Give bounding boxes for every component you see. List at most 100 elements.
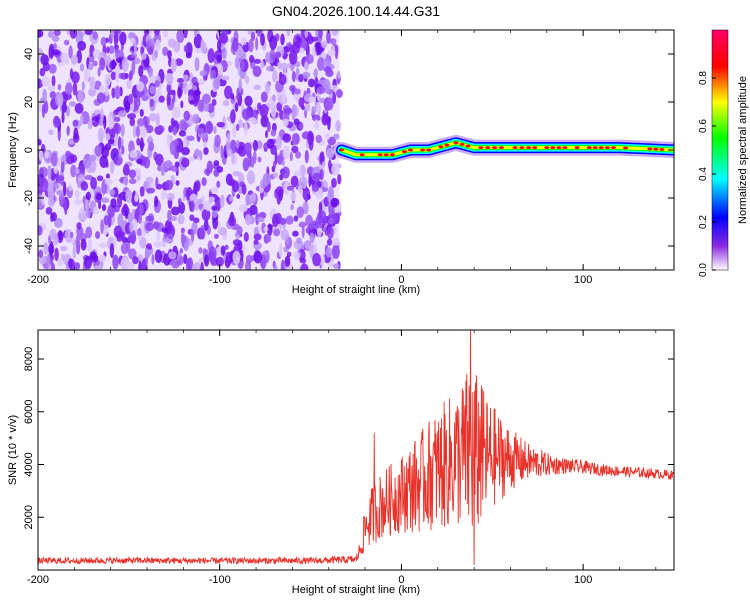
- noise-speck: [329, 38, 337, 45]
- noise-speck: [154, 195, 159, 208]
- noise-speck: [85, 209, 91, 219]
- noise-speck: [295, 151, 302, 159]
- noise-speck: [72, 244, 77, 259]
- noise-speck: [166, 92, 171, 106]
- noise-speck: [107, 115, 114, 130]
- noise-speck: [175, 58, 184, 67]
- noise-speck: [144, 248, 151, 259]
- noise-speck: [119, 31, 127, 46]
- noise-speck: [56, 175, 65, 182]
- noise-speck: [313, 68, 318, 79]
- noise-speck: [145, 176, 154, 184]
- noise-speck: [235, 123, 240, 132]
- noise-speck: [137, 227, 142, 238]
- noise-speck: [131, 191, 136, 198]
- noise-speck: [255, 37, 259, 51]
- noise-speck: [120, 242, 129, 255]
- noise-speck: [335, 120, 342, 132]
- noise-speck: [280, 228, 289, 241]
- noise-speck: [38, 30, 44, 38]
- noise-speck: [325, 69, 334, 78]
- noise-speck: [89, 76, 96, 90]
- noise-speck: [49, 91, 57, 99]
- noise-speck: [321, 113, 329, 126]
- ridge-peak: [562, 146, 568, 150]
- noise-speck: [66, 30, 71, 35]
- noise-speck: [200, 262, 205, 270]
- noise-speck: [128, 169, 137, 179]
- noise-speck: [313, 221, 323, 229]
- noise-speck: [332, 244, 340, 260]
- noise-speck: [193, 217, 200, 224]
- noise-speck: [76, 222, 82, 230]
- ridge-peak: [438, 145, 444, 149]
- noise-speck: [266, 65, 275, 72]
- noise-speck: [118, 151, 122, 159]
- noise-speck: [62, 181, 67, 197]
- noise-speck: [279, 109, 284, 120]
- noise-speck: [121, 145, 125, 155]
- noise-speck: [298, 221, 307, 228]
- noise-speck: [196, 198, 202, 205]
- noise-speck: [120, 123, 125, 137]
- noise-speck: [158, 95, 165, 103]
- noise-speck: [133, 41, 137, 56]
- noise-speck: [230, 109, 236, 124]
- noise-speck: [38, 249, 43, 259]
- noise-speck: [289, 151, 293, 162]
- noise-speck: [190, 229, 195, 242]
- noise-speck: [114, 133, 119, 148]
- noise-speck: [38, 149, 44, 162]
- noise-speck: [152, 221, 160, 230]
- noise-speck: [109, 243, 115, 259]
- noise-speck: [100, 219, 104, 234]
- noise-speck: [308, 96, 316, 103]
- noise-speck: [266, 121, 271, 133]
- noise-speck: [315, 134, 323, 144]
- noise-speck: [213, 126, 217, 135]
- noise-speck: [333, 133, 340, 140]
- noise-speck: [207, 48, 215, 63]
- noise-speck: [330, 197, 340, 207]
- noise-speck: [207, 103, 215, 114]
- noise-speck: [232, 37, 239, 52]
- noise-speck: [68, 139, 75, 145]
- noise-speck: [197, 79, 206, 85]
- noise-speck: [124, 210, 129, 220]
- noise-speck: [311, 114, 321, 122]
- noise-speck: [326, 147, 334, 159]
- noise-speck: [128, 178, 137, 185]
- noise-speck: [112, 59, 116, 69]
- noise-speck: [147, 46, 154, 56]
- noise-speck: [146, 187, 156, 194]
- noise-speck: [58, 193, 65, 205]
- noise-speck: [40, 54, 49, 66]
- snr-x-tick-label: -100: [209, 574, 231, 586]
- colorbar-tick-label: 0.0: [698, 263, 709, 277]
- noise-speck: [112, 236, 118, 246]
- spectrogram-y-tick-label: 40: [23, 48, 35, 60]
- noise-speck: [286, 185, 294, 191]
- noise-speck: [79, 63, 85, 72]
- noise-speck: [193, 90, 201, 96]
- noise-speck: [51, 212, 57, 222]
- noise-speck: [132, 256, 139, 265]
- noise-speck: [125, 189, 133, 203]
- noise-speck: [138, 65, 144, 78]
- noise-speck: [64, 228, 73, 243]
- noise-speck: [290, 191, 297, 202]
- noise-speck: [298, 122, 304, 130]
- noise-speck: [202, 93, 211, 105]
- noise-speck: [219, 227, 228, 236]
- noise-speck: [222, 100, 230, 107]
- noise-speck: [139, 109, 144, 117]
- noise-speck: [272, 115, 276, 121]
- noise-speck: [57, 83, 62, 91]
- noise-speck: [92, 116, 100, 122]
- noise-speck: [132, 125, 137, 138]
- noise-speck: [204, 254, 210, 267]
- noise-speck: [53, 183, 59, 190]
- noise-speck: [331, 177, 337, 188]
- noise-speck: [114, 116, 121, 123]
- noise-speck: [176, 77, 185, 84]
